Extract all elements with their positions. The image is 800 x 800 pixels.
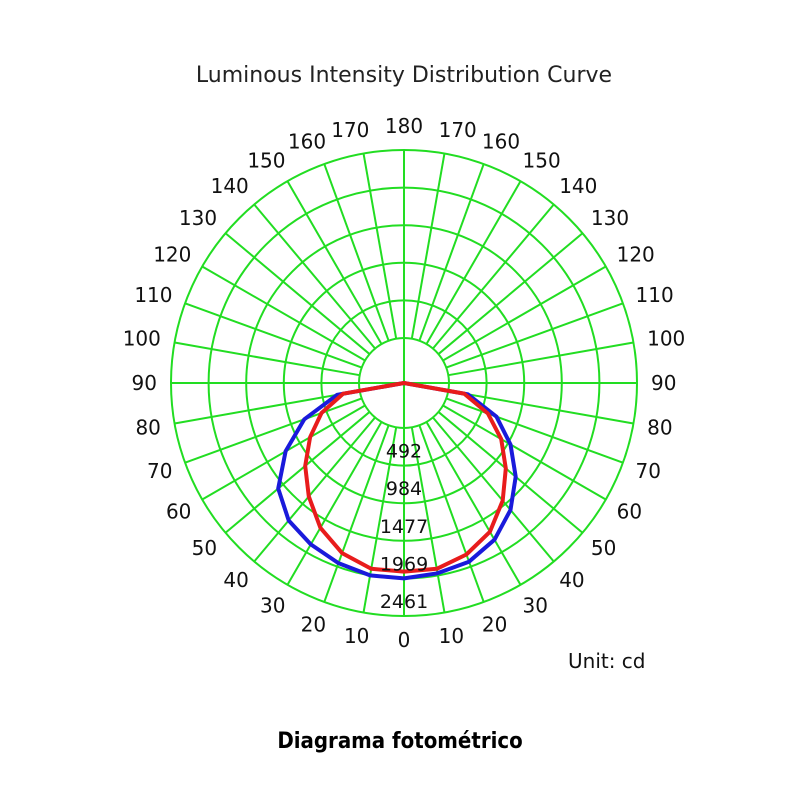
grid-spoke — [442, 404, 607, 501]
grid-spoke — [410, 153, 446, 339]
grid-spoke — [448, 389, 634, 425]
angle-label: 10 — [439, 624, 464, 648]
angle-label: 50 — [192, 536, 217, 560]
grid-spoke — [445, 302, 624, 369]
figure-caption: Diagrama fotométrico — [277, 729, 522, 754]
unit-label: Unit: cd — [568, 649, 646, 673]
angle-label: 120 — [153, 243, 191, 267]
grid-spoke — [201, 265, 366, 362]
grid-spoke — [445, 397, 624, 464]
angle-label: 150 — [247, 148, 285, 172]
angle-label: 60 — [166, 500, 191, 524]
angle-label: 160 — [288, 130, 326, 154]
angle-label: 110 — [134, 283, 172, 307]
angle-label: 130 — [179, 206, 217, 230]
grid-spoke — [286, 180, 383, 345]
grid-spoke — [437, 411, 584, 534]
angle-label: 70 — [147, 459, 172, 483]
angle-label: 100 — [647, 326, 685, 350]
grid-spoke — [323, 424, 390, 603]
chart-title: Luminous Intensity Distribution Curve — [196, 63, 612, 88]
angle-label: 40 — [223, 568, 248, 592]
grid-spoke — [362, 427, 398, 613]
grid-spoke — [253, 203, 376, 350]
angle-label: 110 — [636, 283, 674, 307]
angle-label: 40 — [559, 568, 584, 592]
angle-label: 0 — [398, 628, 411, 652]
polar-grid — [170, 149, 638, 617]
ring-label: 1477 — [380, 516, 428, 538]
grid-spoke — [448, 341, 634, 377]
angle-label: 80 — [135, 416, 160, 440]
angle-label: 100 — [123, 326, 161, 350]
angle-label: 140 — [559, 174, 597, 198]
grid-spoke — [184, 302, 363, 369]
grid-spoke — [174, 389, 360, 425]
grid-spoke — [174, 341, 360, 377]
angle-label: 70 — [636, 459, 661, 483]
grid-spoke — [410, 427, 446, 613]
angle-label: 130 — [591, 206, 629, 230]
angle-label: 80 — [647, 416, 672, 440]
grid-spoke — [253, 416, 376, 563]
ring-label: 492 — [386, 441, 422, 463]
grid-spoke — [425, 421, 522, 586]
angle-label: 180 — [385, 114, 423, 138]
grid-spoke — [425, 180, 522, 345]
angle-label: 30 — [523, 594, 548, 618]
grid-spoke — [437, 232, 584, 355]
ring-label: 1969 — [380, 553, 428, 575]
grid-spoke — [286, 421, 383, 586]
grid-spoke — [224, 232, 371, 355]
angle-label: 120 — [617, 243, 655, 267]
angle-label: 150 — [523, 148, 561, 172]
grid-spoke — [323, 163, 390, 342]
grid-spoke — [418, 424, 485, 603]
series-curve-2 — [303, 381, 508, 574]
grid-spoke — [442, 265, 607, 362]
ring-label: 2461 — [380, 591, 428, 613]
grid-spoke — [432, 203, 555, 350]
series-curve-1 — [276, 381, 518, 581]
grid-spoke — [418, 163, 485, 342]
grid-spoke — [184, 397, 363, 464]
angle-label: 10 — [344, 624, 369, 648]
ring-labels: 492 984 1477 1969 2461 — [380, 441, 428, 613]
grid-spoke — [432, 416, 555, 563]
angle-label: 20 — [482, 613, 507, 637]
angle-label: 140 — [211, 174, 249, 198]
angle-label: 170 — [331, 118, 369, 142]
angle-label: 160 — [482, 130, 520, 154]
angle-label: 60 — [617, 500, 642, 524]
angle-label: 20 — [301, 613, 326, 637]
angle-label: 90 — [651, 371, 676, 395]
angle-label: 30 — [260, 594, 285, 618]
angle-label: 90 — [132, 371, 157, 395]
angle-label: 170 — [439, 118, 477, 142]
grid-spoke — [224, 411, 371, 534]
angle-label: 50 — [591, 536, 616, 560]
grid-spoke — [362, 153, 398, 339]
series-group — [276, 381, 518, 581]
ring-label: 984 — [386, 478, 422, 500]
